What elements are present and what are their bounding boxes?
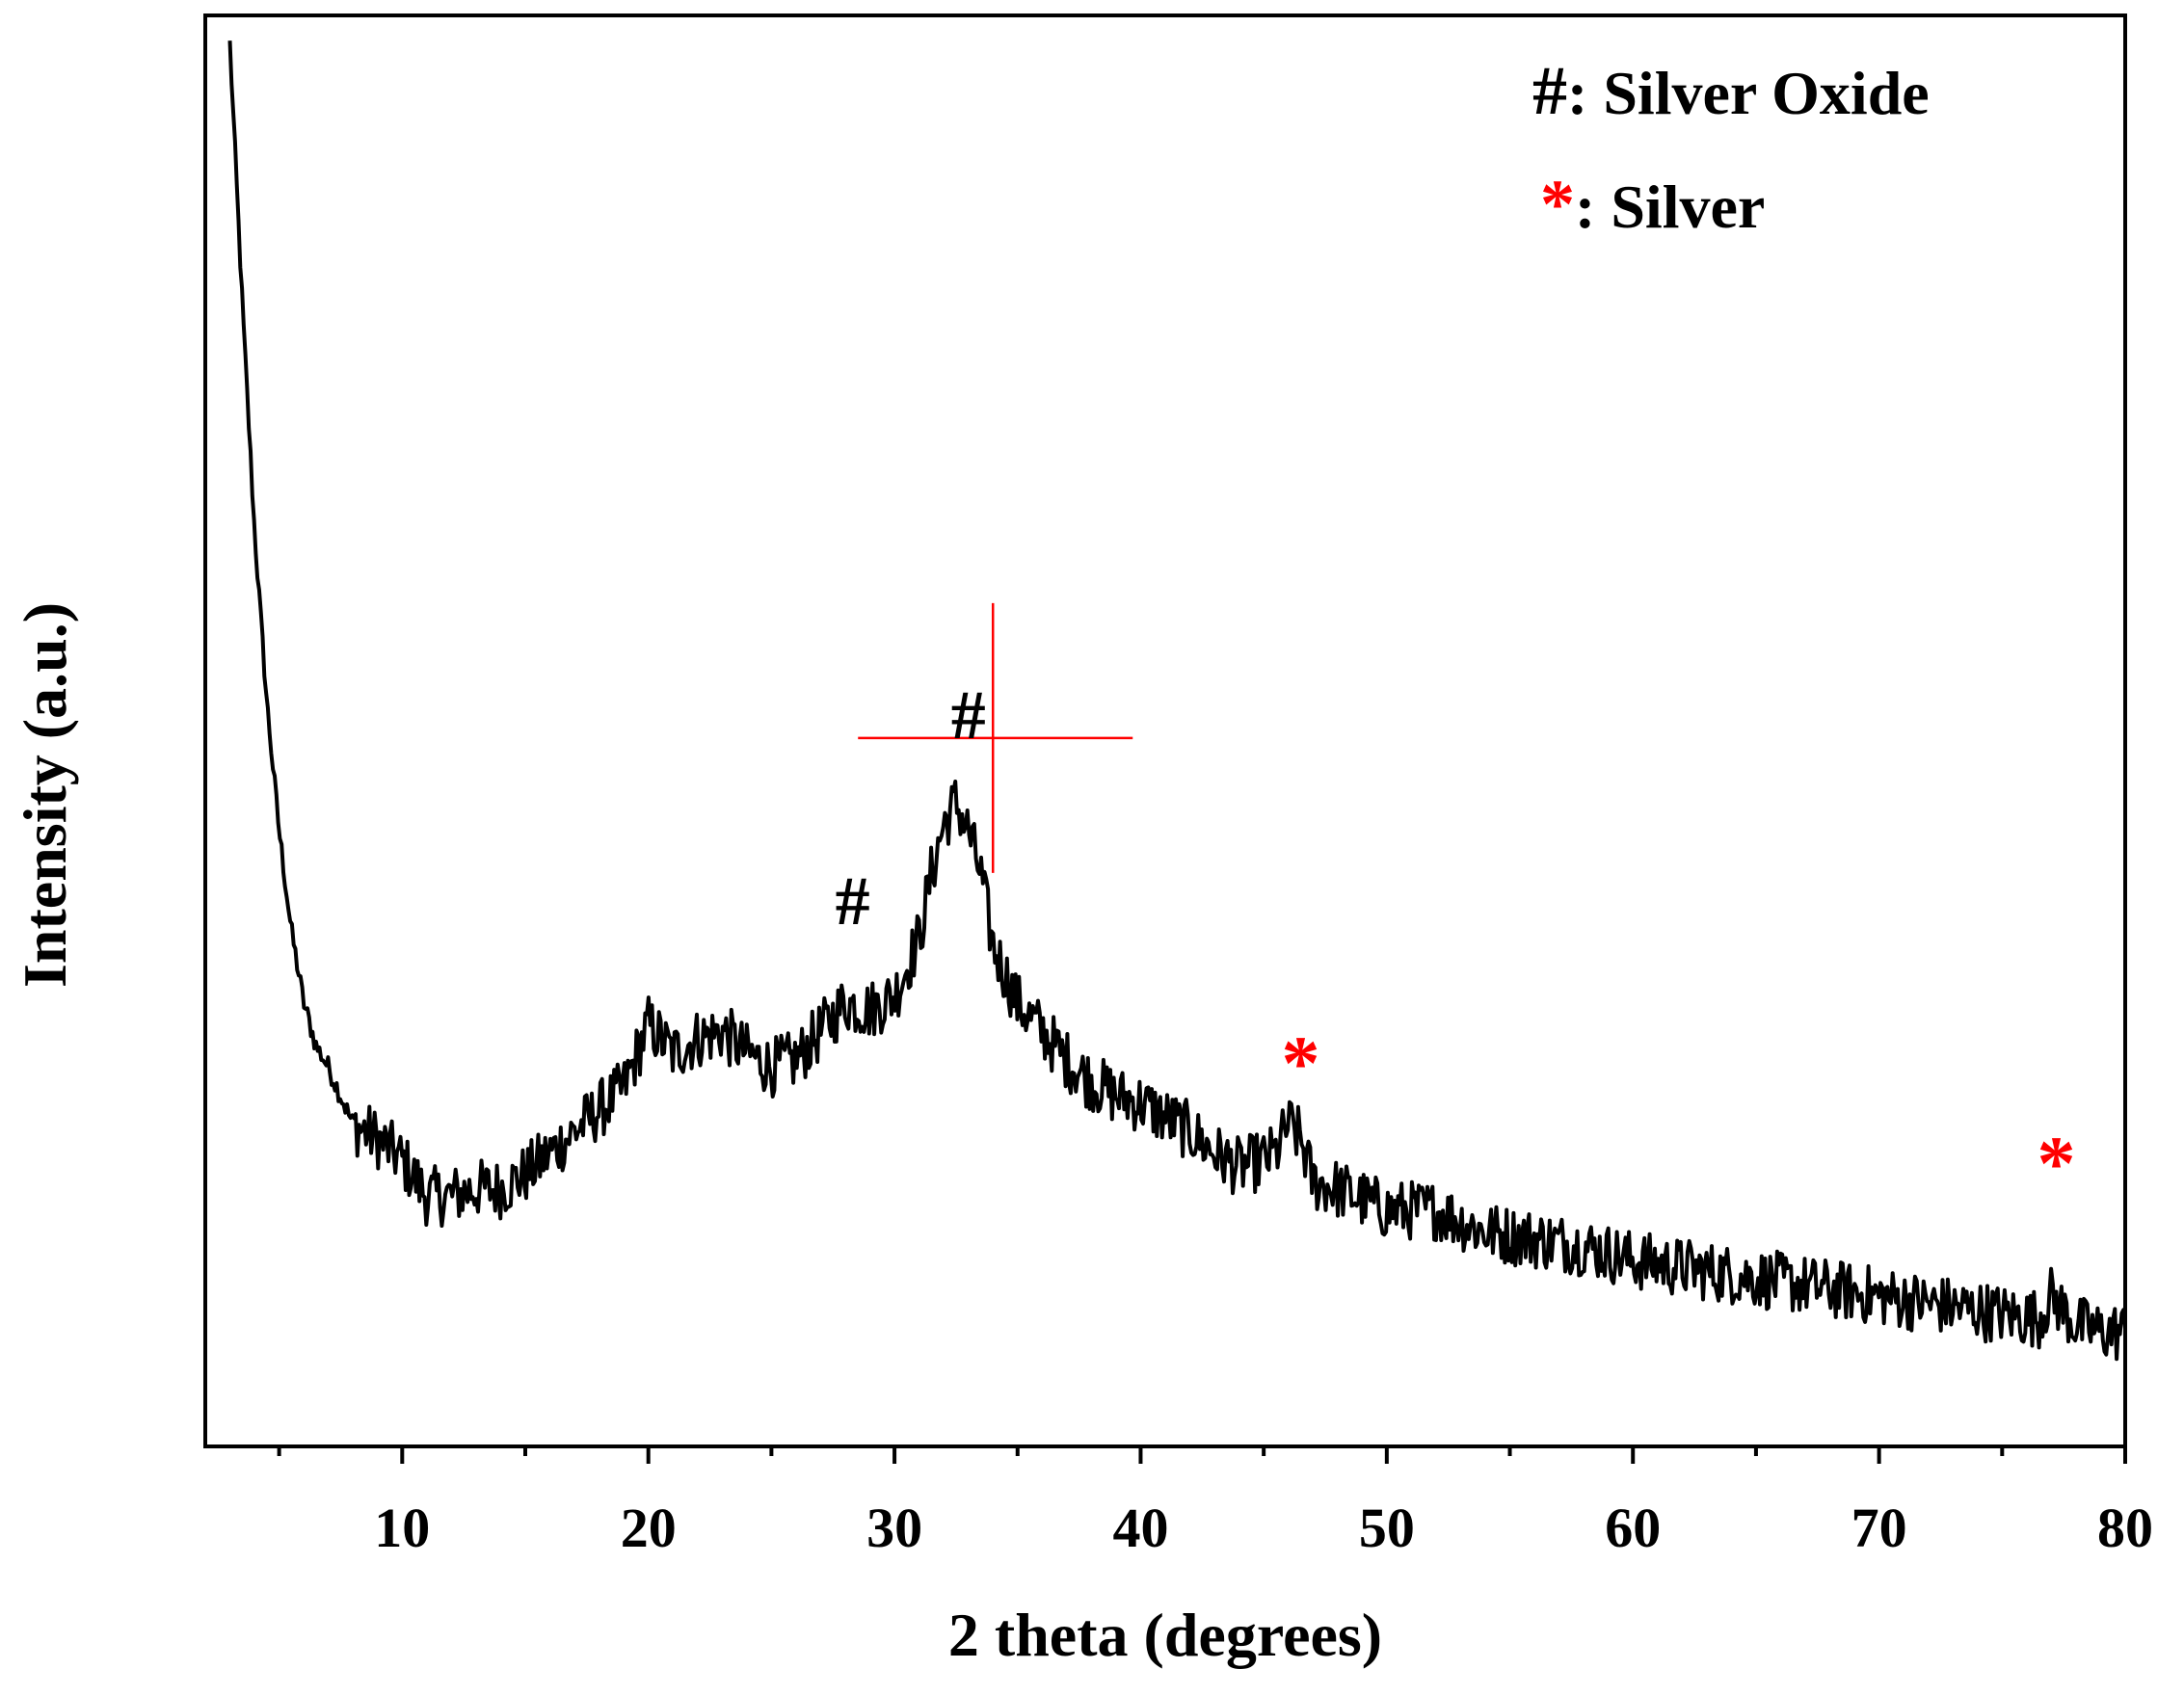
x-tick-label: 50 bbox=[1359, 1497, 1415, 1559]
legend-entry-silver: *: Silver bbox=[1540, 166, 1765, 243]
legend: #: Silver Oxide *: Silver bbox=[1532, 52, 1930, 243]
x-axis-title: 2 theta (degrees) bbox=[948, 1601, 1382, 1669]
legend-label-silver-oxide: Silver Oxide bbox=[1603, 59, 1929, 127]
legend-separator: : bbox=[1567, 59, 1603, 127]
legend-entry-silver-oxide: #: Silver Oxide bbox=[1532, 52, 1930, 129]
x-tick-label: 80 bbox=[2097, 1497, 2153, 1559]
annotation-layer: # # * * bbox=[836, 676, 2076, 1207]
crosshair-layer bbox=[858, 602, 1133, 873]
legend-separator: : bbox=[1575, 172, 1611, 241]
x-tick-label: 60 bbox=[1605, 1497, 1661, 1559]
silver-peak-marker: * bbox=[2037, 1123, 2075, 1207]
series-line bbox=[227, 40, 2127, 1362]
x-tick-label: 10 bbox=[374, 1497, 430, 1559]
legend-label-silver: Silver bbox=[1611, 172, 1765, 241]
y-axis-title: Intensity (a.u.) bbox=[11, 602, 79, 988]
silver-oxide-peak-marker: # bbox=[836, 862, 870, 940]
legend-symbol-hash: # bbox=[1532, 52, 1567, 129]
x-tick-label: 70 bbox=[1851, 1497, 1907, 1559]
silver-peak-marker: * bbox=[1281, 1022, 1319, 1107]
silver-oxide-peak-marker: # bbox=[951, 676, 986, 754]
series-layer bbox=[227, 40, 2127, 1362]
x-tick-label: 20 bbox=[621, 1497, 677, 1559]
x-tick-label: 30 bbox=[866, 1497, 922, 1559]
plot-frame bbox=[203, 13, 2127, 1448]
x-tick-label: 40 bbox=[1112, 1497, 1168, 1559]
x-axis-ticks: 10 20 30 40 50 60 70 80 bbox=[277, 1446, 2153, 1559]
legend-symbol-asterisk: * bbox=[1540, 166, 1575, 243]
